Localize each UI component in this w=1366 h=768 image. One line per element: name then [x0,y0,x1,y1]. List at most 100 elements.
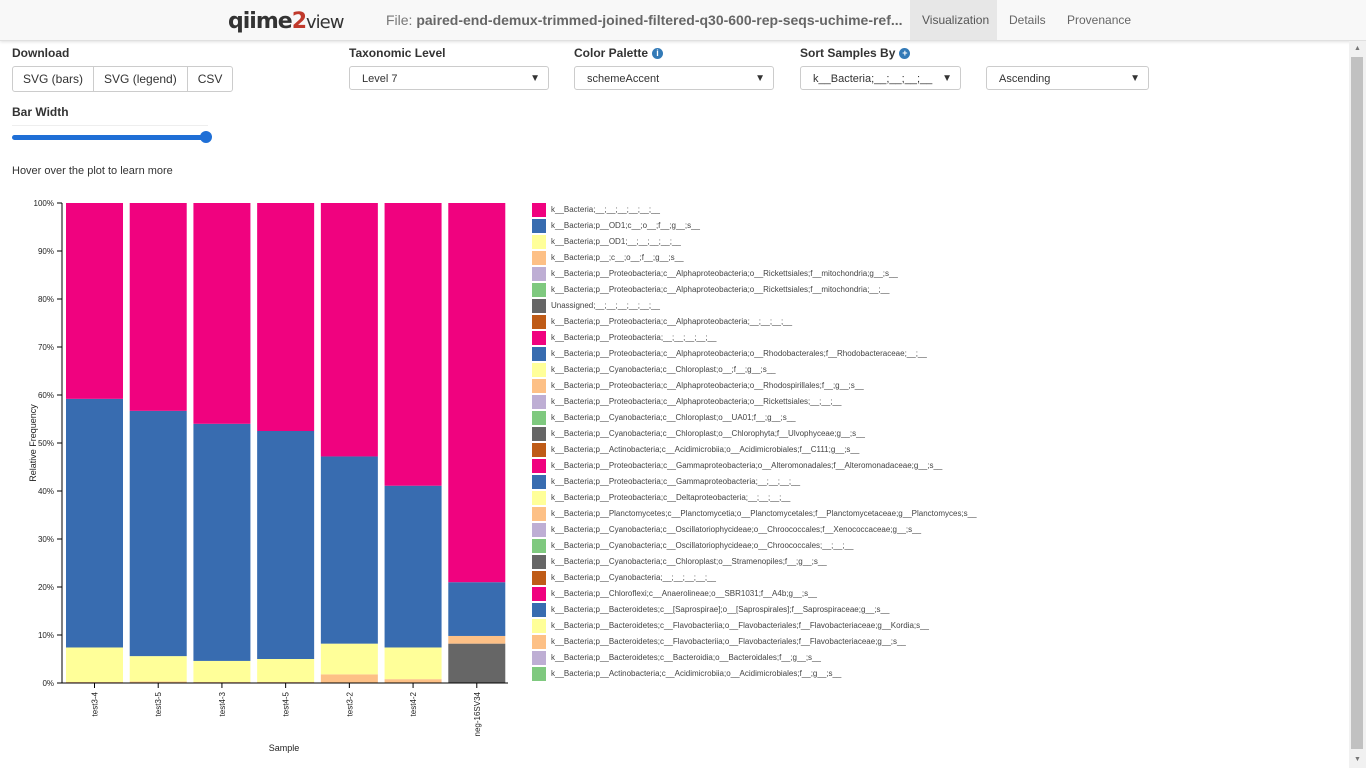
legend-swatch [532,299,546,313]
y-tick-label: 30% [38,535,54,544]
svg-bars-button[interactable]: SVG (bars) [12,66,95,92]
hover-hint: Hover over the plot to learn more [12,165,173,177]
legend-label: k__Bacteria;p__Actinobacteria;c__Acidimi… [551,669,842,678]
legend-swatch [532,491,546,505]
y-tick-label: 20% [38,583,54,592]
x-tick-label: test4-5 [282,691,291,716]
bar-segment[interactable] [448,582,506,636]
legend-label: k__Bacteria;p__Cyanobacteria;c__Oscillat… [551,541,854,550]
file-name: paired-end-demux-trimmed-joined-filtered… [416,12,903,28]
legend-label: k__Bacteria;p__Proteobacteria;c__Alphapr… [551,381,864,390]
x-tick-label: test3-4 [91,691,100,716]
color-palette-label-group: Color Palette i [574,46,664,60]
bar-segment[interactable] [257,203,315,431]
bar-segment[interactable] [384,679,442,683]
legend-swatch [532,219,546,233]
x-tick-label: test4-3 [218,691,227,716]
bar-segment[interactable] [66,647,123,683]
legend-swatch [532,651,546,665]
taxonomic-level-select[interactable]: Level 7 ▼ [349,66,549,90]
bar-segment[interactable] [257,431,315,659]
legend-swatch [532,635,546,649]
info-icon[interactable]: i [652,48,664,60]
legend-swatch [532,363,546,377]
bar-segment[interactable] [320,674,378,683]
y-tick-label: 40% [38,487,54,496]
csv-button[interactable]: CSV [186,66,234,92]
legend-swatch [532,267,546,281]
bar-segment[interactable] [384,647,442,680]
bar-segment[interactable] [448,643,506,683]
legend-swatch [532,539,546,553]
chevron-down-icon: ▼ [530,73,540,84]
color-palette-select[interactable]: schemeAccent ▼ [574,66,774,90]
file-title: File: paired-end-demux-trimmed-joined-fi… [386,12,903,28]
bar-segment[interactable] [193,203,251,424]
chevron-down-icon: ▼ [755,73,765,84]
tab-details[interactable]: Details [1009,13,1046,27]
scroll-up-icon[interactable]: ▲ [1354,45,1361,52]
x-tick-label: neg-16SV34 [473,691,482,736]
legend-swatch [532,251,546,265]
bar-segment[interactable] [257,659,315,683]
legend-swatch [532,475,546,489]
legend-swatch [532,347,546,361]
legend-swatch [532,203,546,217]
sort-samples-select[interactable]: k__Bacteria;__;__;__;__ ▼ [800,66,961,90]
page-scrollbar[interactable]: ▲ ▼ [1349,41,1366,768]
bar-segment[interactable] [384,203,442,486]
bar-segment[interactable] [320,456,378,644]
bar-segment[interactable] [320,643,378,675]
legend-swatch [532,587,546,601]
tab-visualization[interactable]: Visualization [910,0,997,40]
legend-swatch [532,619,546,633]
legend-swatch [532,603,546,617]
sort-order-select[interactable]: Ascending ▼ [986,66,1149,90]
y-tick-label: 0% [42,679,54,688]
y-tick-label: 10% [38,631,54,640]
legend-label: k__Bacteria;p__Proteobacteria;c__Alphapr… [551,317,793,326]
legend-label: k__Bacteria;p__Planctomycetes;c__Plancto… [551,509,977,518]
bars[interactable] [66,203,506,683]
bar-segment[interactable] [129,656,187,682]
bar-segment[interactable] [384,485,442,648]
logo-text-2: 2 [291,9,307,34]
tab-provenance[interactable]: Provenance [1067,13,1132,27]
bar-width-slider-thumb[interactable] [200,131,212,143]
bar-width-slider-track[interactable] [12,135,208,140]
bar-segment[interactable] [129,203,187,411]
legend-label: k__Bacteria;p__Cyanobacteria;c__Chloropl… [551,365,776,374]
legend-swatch [532,411,546,425]
bar-segment[interactable] [129,681,187,683]
bar-segment[interactable] [66,398,123,648]
bar-segment[interactable] [193,660,251,683]
bar-segment[interactable] [320,203,378,457]
scroll-down-icon[interactable]: ▼ [1354,756,1361,763]
bar-segment[interactable] [193,423,251,661]
legend-label: k__Bacteria;p__Actinobacteria;c__Acidimi… [551,445,860,454]
scrollbar-thumb[interactable] [1351,57,1363,749]
sort-samples-value: k__Bacteria;__;__;__;__ [813,73,933,85]
legend-swatch [532,507,546,521]
legend-swatch [532,555,546,569]
sort-samples-label: Sort Samples By [800,46,896,60]
legend-label: k__Bacteria;p__Cyanobacteria;c__Chloropl… [551,557,827,566]
plus-circle-icon[interactable]: + [899,48,911,60]
bar-segment[interactable] [448,203,506,583]
bar-segment[interactable] [66,203,123,399]
y-axis-label: Relative Frequency [28,404,38,482]
legend-label: k__Bacteria;p__Proteobacteria;c__Alphapr… [551,349,927,358]
stacked-bar-chart[interactable]: 0% 10% 20% 30% 40% 50% 60% 70% 80% 90% 100% test3-… [0,190,520,765]
color-palette-value: schemeAccent [587,73,660,85]
file-label: File: [386,12,413,28]
svg-legend-button[interactable]: SVG (legend) [93,66,188,92]
legend-label: k__Bacteria;p__Cyanobacteria;c__Chloropl… [551,413,796,422]
legend-swatch [532,315,546,329]
bar-segment[interactable] [129,410,187,657]
download-button-group: SVG (bars) SVG (legend) CSV [12,66,234,92]
x-tick-label: test3-5 [154,691,163,716]
sort-order-value: Ascending [999,73,1051,85]
qiime2view-logo[interactable]: qiime2view [228,9,344,34]
bar-segment[interactable] [448,635,506,644]
legend-swatch [532,283,546,297]
